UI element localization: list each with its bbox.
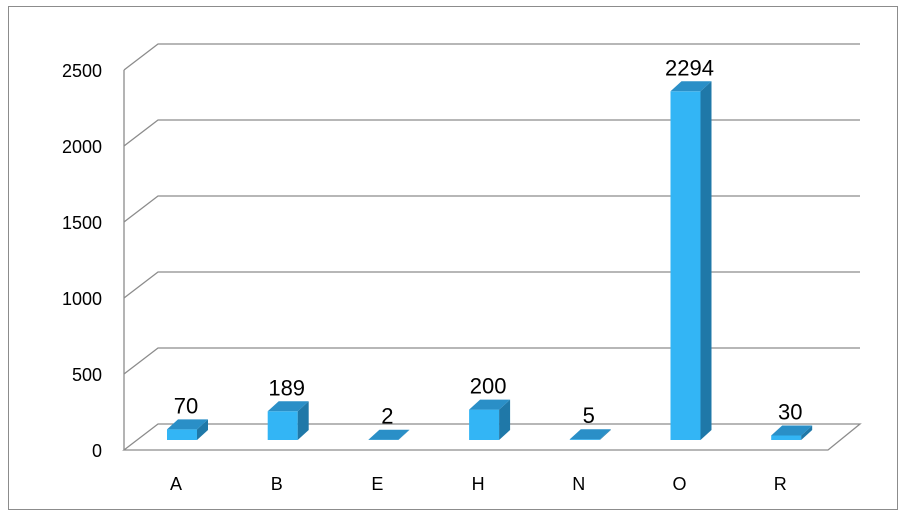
bar-top — [368, 429, 410, 440]
y-tick-label: 1000 — [62, 289, 102, 309]
data-label: 5 — [583, 403, 595, 428]
bar-front — [469, 409, 500, 440]
bar-front — [167, 429, 197, 440]
bar-side — [801, 425, 813, 440]
gridline — [123, 195, 860, 223]
bar-side — [700, 81, 712, 440]
bar-E — [368, 429, 410, 440]
data-label: 70 — [174, 393, 198, 418]
data-labels: 70 189 2 200 5 2294 30 — [174, 55, 803, 428]
y-tick-label: 2500 — [62, 61, 102, 81]
x-category-label: O — [672, 474, 686, 494]
gridline — [123, 271, 860, 299]
x-category-label: B — [271, 474, 283, 494]
bar-O — [670, 81, 712, 440]
bar-top — [771, 425, 813, 436]
bar-A — [167, 419, 208, 440]
bar-R — [771, 425, 813, 440]
bar-side — [599, 429, 611, 440]
bar-top — [167, 419, 208, 430]
y-tick-label: 2000 — [62, 137, 102, 157]
data-label: 2 — [381, 404, 393, 429]
bar-side — [197, 419, 208, 440]
bar-side — [499, 399, 511, 440]
bar-N — [569, 429, 611, 440]
y-axis-tick-labels: 0 500 1000 1500 2000 2500 — [62, 61, 102, 461]
bar-front — [670, 91, 701, 440]
gridline — [123, 347, 860, 375]
y-tick-label: 0 — [92, 441, 102, 461]
bar-side — [297, 401, 309, 440]
bar-front — [267, 411, 298, 440]
bar-H — [469, 399, 511, 440]
data-label: 189 — [268, 375, 305, 400]
bar-top — [469, 399, 511, 410]
data-label: 200 — [470, 374, 507, 399]
floor-outline — [122, 423, 862, 451]
data-label: 2294 — [665, 55, 714, 80]
x-axis-category-labels: A B E H N O R — [170, 474, 787, 494]
bar-front — [771, 435, 802, 440]
bars — [167, 81, 813, 440]
y-tick-label: 1500 — [62, 213, 102, 233]
x-category-label: R — [774, 474, 787, 494]
x-category-label: N — [572, 474, 585, 494]
gridline — [123, 43, 860, 71]
bar-top — [267, 401, 309, 412]
x-category-label: H — [472, 474, 485, 494]
bar-side — [398, 429, 410, 440]
gridline — [123, 119, 860, 147]
bar-B — [267, 401, 309, 440]
x-category-label: E — [371, 474, 383, 494]
bar-top — [670, 81, 712, 92]
x-category-label: A — [170, 474, 182, 494]
y-tick-label: 500 — [72, 365, 102, 385]
bar-top — [569, 429, 611, 440]
bar-front — [569, 439, 600, 440]
data-label: 30 — [778, 399, 802, 424]
grid-lines — [122, 43, 862, 451]
